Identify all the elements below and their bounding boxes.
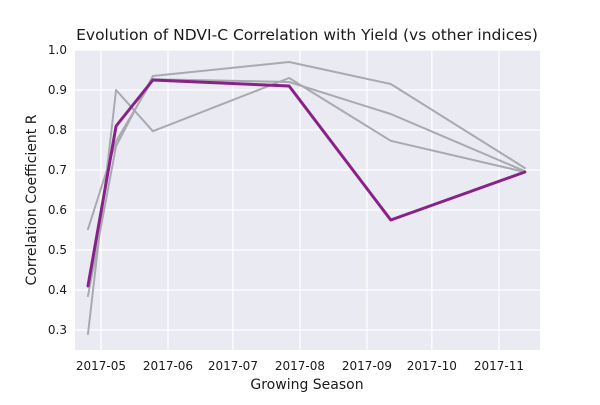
ndvi-c-series-line [86, 78, 527, 288]
plot-area [75, 50, 540, 350]
x-tick-label: 2017-09 [342, 359, 392, 373]
x-tick-label: 2017-11 [474, 359, 524, 373]
y-tick-label: 1.0 [48, 43, 67, 57]
x-tick-label: 2017-10 [407, 359, 457, 373]
y-tick-label: 0.6 [48, 203, 67, 217]
y-axis-label: Correlation Coefficient R [24, 114, 40, 285]
comparison-series-line [86, 61, 526, 297]
y-tick-label: 0.8 [48, 123, 67, 137]
y-tick-label: 0.5 [48, 243, 67, 257]
x-axis-label: Growing Season [250, 377, 363, 393]
y-tick-label: 0.7 [48, 163, 67, 177]
x-tick-label: 2017-07 [208, 359, 258, 373]
y-tick-label: 0.4 [48, 283, 67, 297]
y-tick-label: 0.3 [48, 323, 67, 337]
series-lines [86, 61, 527, 335]
y-axis-ticks: 0.3 0.4 0.5 0.6 0.7 0.8 0.9 1.0 [48, 43, 67, 337]
x-tick-label: 2017-08 [275, 359, 325, 373]
x-axis-ticks: 2017-05 2017-06 2017-07 2017-08 2017-09 2017-… [76, 359, 524, 373]
x-tick-label: 2017-05 [76, 359, 126, 373]
comparison-series-line [86, 77, 526, 335]
chart-title: Evolution of NDVI-C Correlation with Yie… [76, 26, 538, 44]
x-tick-label: 2017-06 [143, 359, 193, 373]
y-tick-label: 0.9 [48, 83, 67, 97]
